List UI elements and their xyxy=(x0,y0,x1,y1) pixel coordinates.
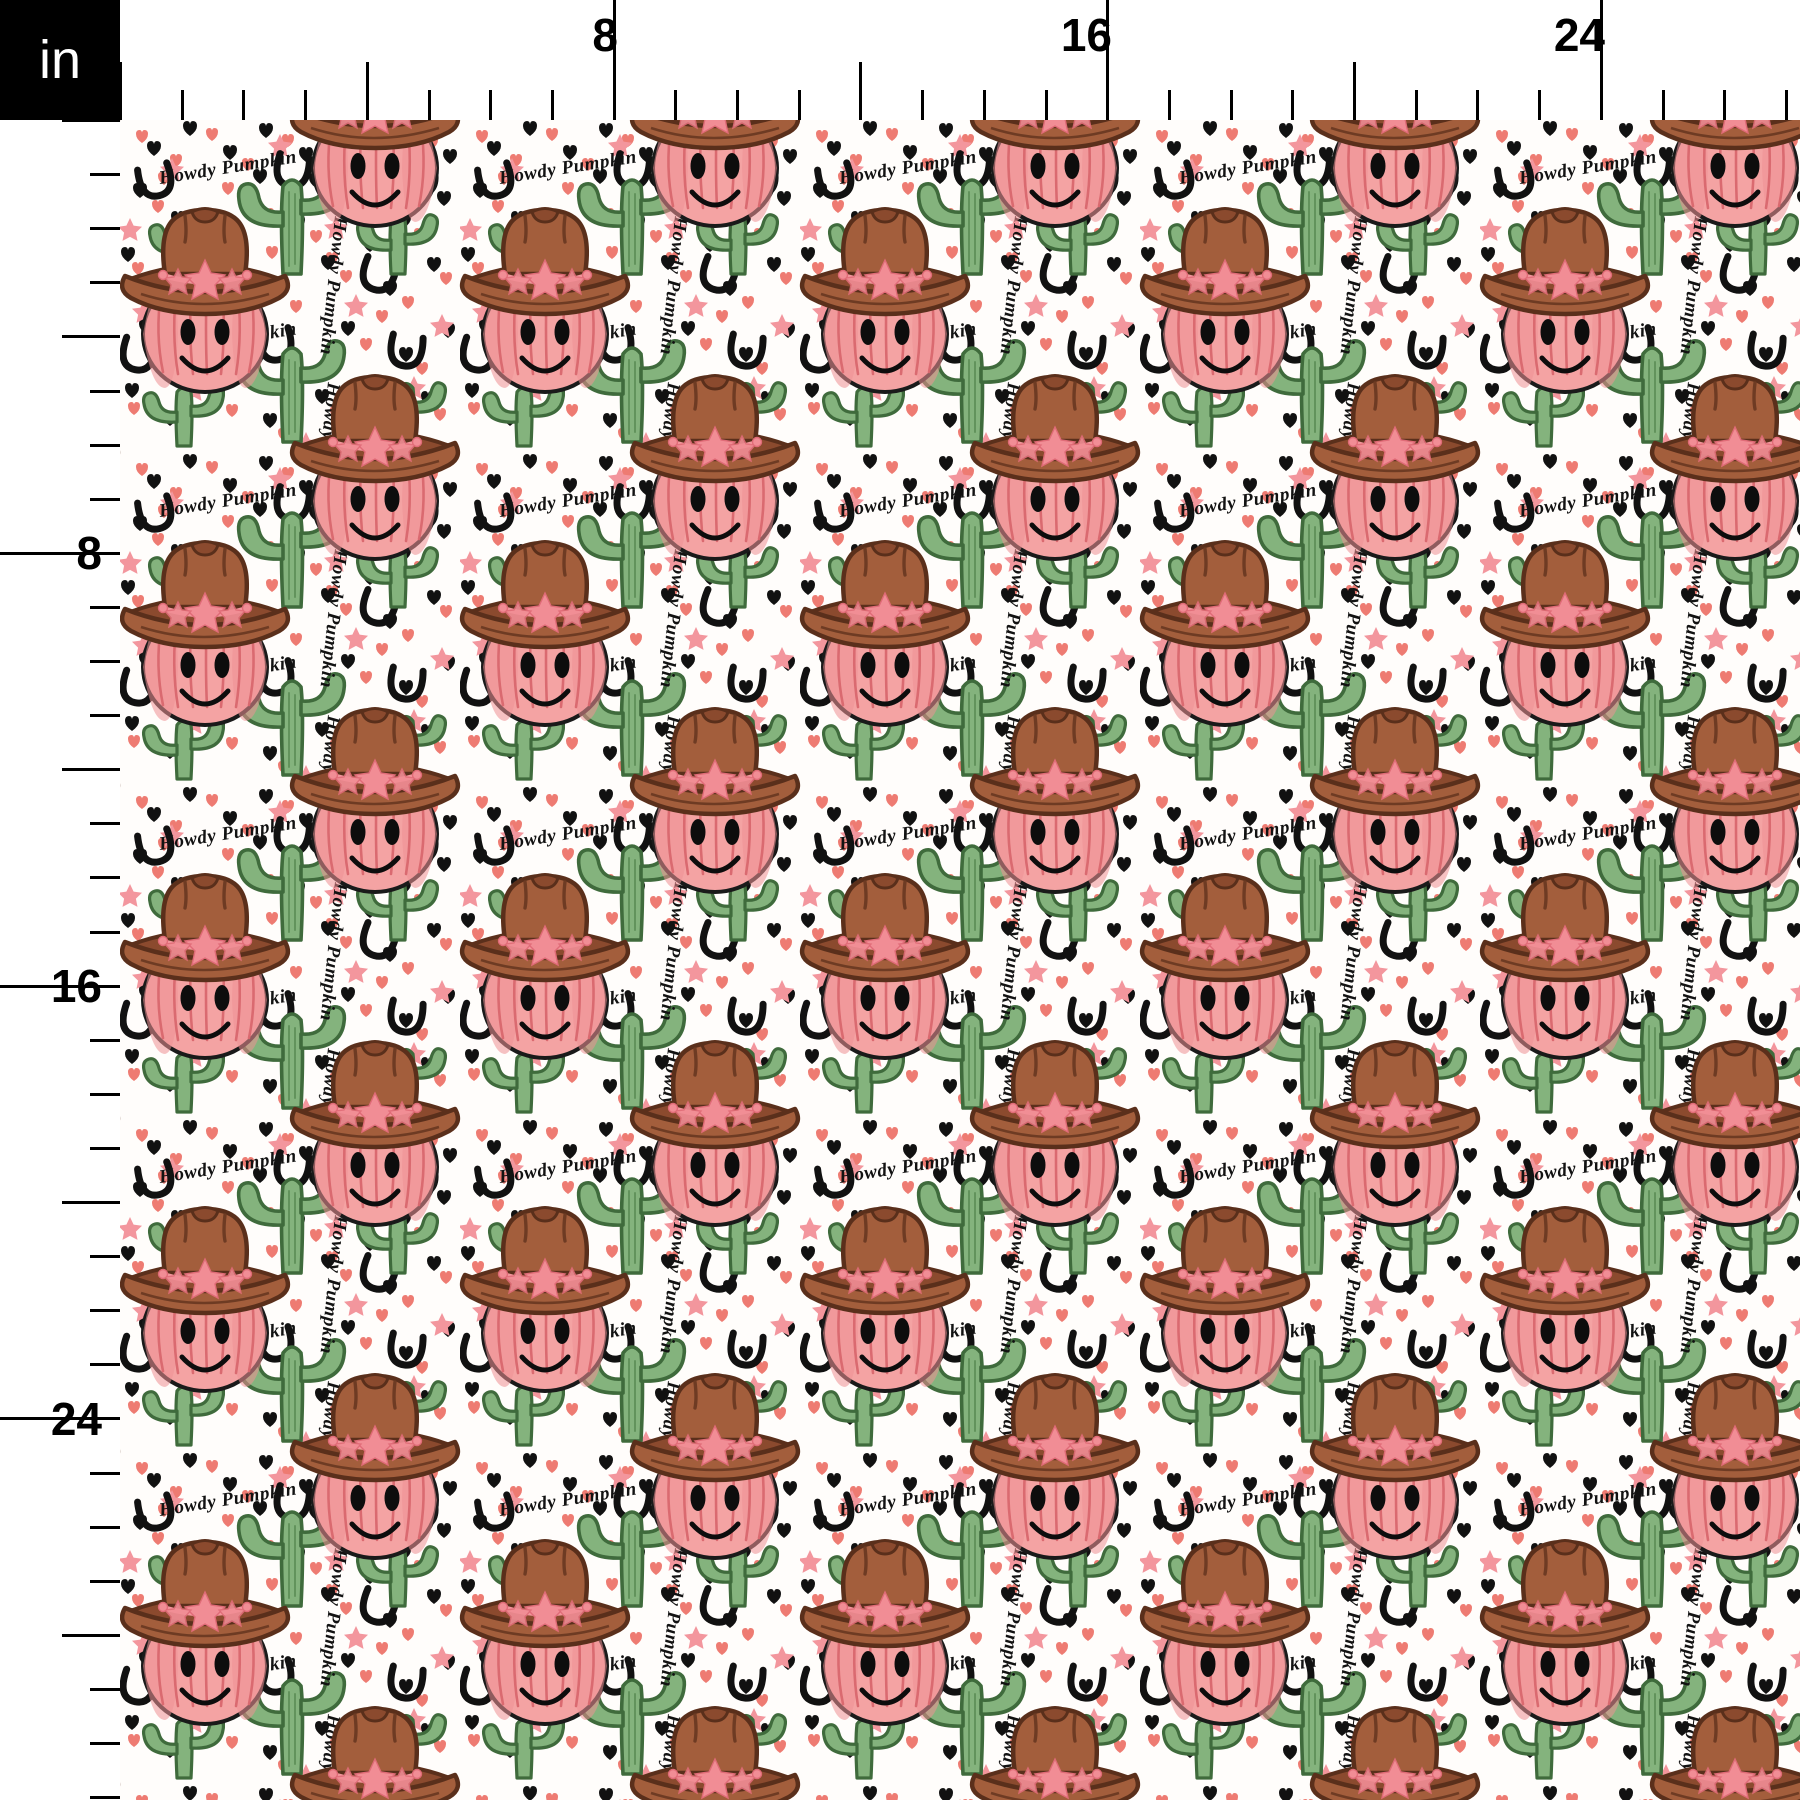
ruler-left[interactable]: 8 16 24 xyxy=(0,119,120,1800)
ruler-top-tick xyxy=(1044,90,1048,120)
ruler-top-tick xyxy=(612,0,616,120)
unit-label: in xyxy=(38,30,82,90)
ruler-top-tick xyxy=(736,90,739,120)
ruler-left-tick xyxy=(90,1146,120,1150)
ruler-top-tick xyxy=(921,90,925,120)
ruler-top-tick xyxy=(242,90,246,120)
ruler-left-tick xyxy=(90,1038,120,1042)
ruler-top-tick xyxy=(1476,90,1480,120)
ruler-top-tick xyxy=(427,90,431,120)
ruler-top-label: 16 xyxy=(1060,9,1112,61)
ruler-top-label: 8 xyxy=(592,9,618,61)
ruler-top-tick xyxy=(1784,90,1788,120)
ruler-left-tick xyxy=(0,984,120,988)
ruler-left-tick xyxy=(90,1471,120,1475)
ruler-top-tick xyxy=(982,90,986,120)
ruler-top-tick xyxy=(797,90,801,120)
ruler-top-tick xyxy=(304,90,308,120)
ruler-left-tick xyxy=(90,389,120,393)
ruler-top-tick xyxy=(119,62,122,120)
ruler-top-tick xyxy=(1661,90,1665,120)
ruler-left-tick xyxy=(90,281,120,285)
ruler-left-tick xyxy=(90,1525,120,1529)
ruler-left-tick xyxy=(62,1633,120,1637)
ruler-left-tick xyxy=(90,714,120,718)
ruler-top-tick xyxy=(859,62,863,120)
ruler-left-tick xyxy=(90,1796,120,1800)
ruler-left-tick xyxy=(90,227,120,231)
fabric-swatch[interactable]: Howdy Pumpkin Howdy Pumpkin Howdy Pumpki… xyxy=(120,120,1800,1800)
ruler-left-tick xyxy=(90,1092,120,1096)
ruler-left-tick xyxy=(90,930,120,934)
fabric-pattern-fill xyxy=(120,120,1800,1800)
ruler-left-tick xyxy=(90,497,120,501)
ruler-left-tick xyxy=(90,605,120,609)
ruler-top-tick xyxy=(1167,90,1171,120)
ruler-top-tick xyxy=(365,62,369,120)
ruler-left-tick xyxy=(90,173,120,177)
ruler-left-tick xyxy=(90,1742,120,1745)
ruler-top-tick xyxy=(550,90,554,120)
ruler-left-tick xyxy=(0,551,120,555)
ruler-left-tick xyxy=(90,1309,120,1313)
ruler-top-tick xyxy=(1599,0,1603,120)
unit-badge[interactable]: in xyxy=(0,0,120,120)
ruler-left-tick xyxy=(62,119,120,122)
ruler-top-tick xyxy=(1353,62,1356,120)
ruler-left-label: 24 xyxy=(50,1393,102,1445)
ruler-left-tick xyxy=(90,1579,120,1583)
ruler-top-tick xyxy=(1229,90,1233,120)
ruler-left-tick xyxy=(90,1687,120,1691)
ruler-left-tick xyxy=(62,335,120,339)
ruler-top-tick xyxy=(489,90,493,120)
ruler-top[interactable]: 8 16 24 xyxy=(119,0,1800,120)
ruler-left-label: 16 xyxy=(50,960,102,1012)
ruler-left-tick xyxy=(90,1255,120,1259)
ruler-left-tick xyxy=(90,660,120,663)
ruler-top-tick xyxy=(674,90,678,120)
ruler-left-label: 8 xyxy=(76,527,102,579)
ruler-top-tick xyxy=(1538,90,1542,120)
ruler-top-tick xyxy=(1414,90,1418,120)
ruler-top-tick xyxy=(1723,90,1727,120)
ruler-left-tick xyxy=(0,1417,120,1421)
ruler-left-tick xyxy=(62,768,120,772)
ruler-left-tick xyxy=(90,876,120,880)
ruler-left-tick xyxy=(62,1201,120,1204)
ruler-top-tick xyxy=(180,90,184,120)
ruler-left-tick xyxy=(90,822,120,826)
ruler-top-label: 24 xyxy=(1553,9,1605,61)
ruler-top-tick xyxy=(1291,90,1295,120)
ruler-left-tick xyxy=(90,1363,120,1367)
ruler-left-tick xyxy=(90,443,120,447)
ruler-top-tick xyxy=(1106,0,1110,120)
fabric-pattern-canvas: Howdy Pumpkin Howdy Pumpkin Howdy Pumpki… xyxy=(120,120,1800,1800)
